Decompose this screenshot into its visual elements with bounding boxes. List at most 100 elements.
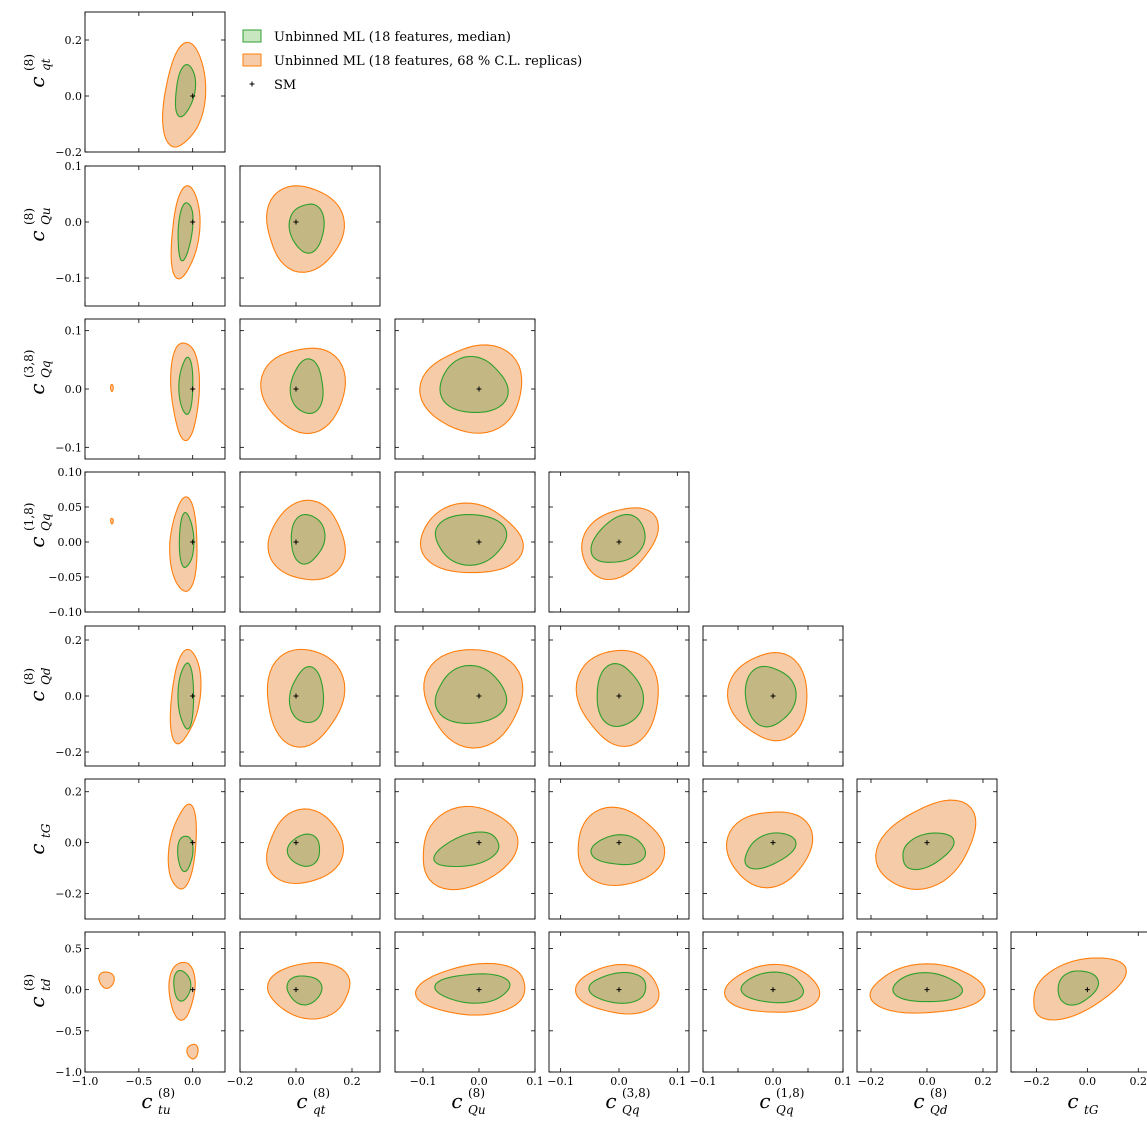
- median-contour: [177, 835, 194, 873]
- sm-marker: [476, 840, 482, 846]
- sm-marker: [293, 219, 299, 225]
- sm-marker: [190, 693, 196, 699]
- sm-marker: [190, 987, 196, 993]
- panel-Qd8-vs-Qq18: [702, 625, 844, 767]
- median-contour: [434, 973, 511, 1004]
- svg-text:(8): (8): [22, 54, 36, 71]
- sm-marker: [476, 539, 482, 545]
- sm-marker: [476, 386, 482, 392]
- panel-Qd8-vs-Qu8: [394, 625, 536, 767]
- svg-text:tu: tu: [158, 1103, 171, 1117]
- y-axis-label-Qq38: c Qq(3,8): [22, 350, 53, 395]
- sm-marker: [293, 386, 299, 392]
- svg-text:Qu: Qu: [39, 207, 53, 225]
- axes-frame: [84, 778, 226, 920]
- median-contour: [744, 832, 797, 870]
- panel-Qq18-vs-qt8: [239, 471, 381, 613]
- axes-frame: [84, 625, 226, 767]
- x-tick-label: −0.2: [858, 1075, 885, 1088]
- median-contour: [288, 203, 325, 254]
- median-contour: [744, 665, 797, 728]
- sm-marker: [1084, 987, 1090, 993]
- x-tick-label: −0.2: [227, 1075, 254, 1088]
- axes-frame: [84, 931, 226, 1073]
- svg-text:(1,8): (1,8): [776, 1086, 804, 1100]
- y-axis-label-Qu8: c Qu(8): [22, 207, 53, 241]
- y-tick-label: 0.1: [65, 160, 83, 173]
- svg-text:c: c: [25, 536, 49, 547]
- svg-text:(8): (8): [22, 974, 36, 991]
- x-tick-label: 0.0: [918, 1075, 936, 1088]
- sm-marker: [616, 840, 622, 846]
- x-tick-label: 0.1: [834, 1075, 852, 1088]
- panel-tG-vs-qt8: [239, 778, 381, 920]
- panel-Qq18-vs-Qq38: [548, 471, 690, 613]
- svg-text:c: c: [296, 1089, 307, 1113]
- svg-text:c: c: [759, 1089, 770, 1113]
- svg-text:c: c: [25, 996, 49, 1007]
- svg-text:(8): (8): [930, 1086, 947, 1100]
- median-contour: [590, 514, 646, 563]
- legend-swatch-median: [242, 29, 262, 43]
- axes-frame: [84, 471, 226, 613]
- sm-marker: [770, 693, 776, 699]
- median-contour: [173, 969, 192, 1002]
- panel-td8-vs-Qq38: −0.1 0.0 0.1: [547, 931, 690, 1088]
- y-axis-label-td8: c td(8): [22, 974, 53, 1008]
- panel-Qq38-vs-Qu8: [394, 318, 536, 460]
- svg-text:(8): (8): [158, 1086, 175, 1100]
- axes-frame: [84, 11, 226, 153]
- x-axis-label-Qq18: c Qq (1,8): [759, 1086, 804, 1117]
- x-axis-label-Qd8: c Qd (8): [913, 1086, 947, 1117]
- y-tick-label: 0.0: [65, 90, 83, 103]
- median-contour: [1057, 970, 1100, 1006]
- x-tick-label: −0.1: [547, 1075, 574, 1088]
- sm-marker: [190, 539, 196, 545]
- panel-Qu8-vs-tu8: −0.1 0.0 0.1: [55, 160, 226, 307]
- panel-tG-vs-Qq38: [548, 778, 690, 920]
- x-tick-label: −1.0: [72, 1075, 99, 1088]
- panel-tG-vs-tu8: −0.2 0.0 0.2: [55, 778, 226, 920]
- sm-marker: [616, 539, 622, 545]
- svg-text:Qd: Qd: [39, 667, 53, 685]
- axes-frame: [1010, 931, 1147, 1073]
- x-tick-label: 0.2: [1130, 1075, 1147, 1088]
- y-axis-label-Qd8: c Qd(8): [22, 667, 53, 701]
- x-tick-label: 0.0: [287, 1075, 305, 1088]
- median-contour: [177, 202, 194, 262]
- panel-Qq38-vs-tu8: −0.1 0.0 0.1: [55, 318, 226, 460]
- sm-marker: [293, 693, 299, 699]
- svg-text:Qu: Qu: [468, 1103, 486, 1117]
- median-contour: [433, 831, 500, 868]
- y-tick-label: −0.2: [55, 746, 82, 759]
- sm-marker: [476, 693, 482, 699]
- y-tick-label: 0.05: [58, 501, 83, 514]
- median-contour: [178, 356, 194, 415]
- x-tick-label: 0.2: [974, 1075, 992, 1088]
- svg-text:(3,8): (3,8): [622, 1086, 650, 1100]
- sm-marker: [293, 840, 299, 846]
- median-contour: [902, 832, 955, 871]
- svg-text:Qq: Qq: [622, 1103, 640, 1117]
- x-tick-label: 0.0: [184, 1075, 202, 1088]
- median-contour: [892, 972, 964, 1003]
- svg-text:c: c: [25, 690, 49, 701]
- x-tick-label: −0.5: [125, 1075, 152, 1088]
- svg-text:Qd: Qd: [930, 1103, 948, 1117]
- x-tick-label: 0.0: [764, 1075, 782, 1088]
- svg-text:c: c: [451, 1089, 462, 1113]
- svg-text:Qq: Qq: [39, 513, 53, 531]
- panel-Qq38-vs-qt8: [239, 318, 381, 460]
- y-tick-label: 0.0: [65, 837, 83, 850]
- sm-marker: [616, 987, 622, 993]
- replicas-island-contour: [110, 384, 114, 393]
- median-contour: [290, 513, 326, 565]
- sm-marker: [190, 93, 196, 99]
- median-contour: [286, 975, 323, 1006]
- y-tick-label: −0.10: [48, 606, 82, 619]
- y-axis-label-qt8: c qt(8): [22, 54, 53, 88]
- legend-label: SM: [274, 78, 296, 93]
- axes-frame: [394, 778, 536, 920]
- replicas-island-contour: [110, 517, 114, 525]
